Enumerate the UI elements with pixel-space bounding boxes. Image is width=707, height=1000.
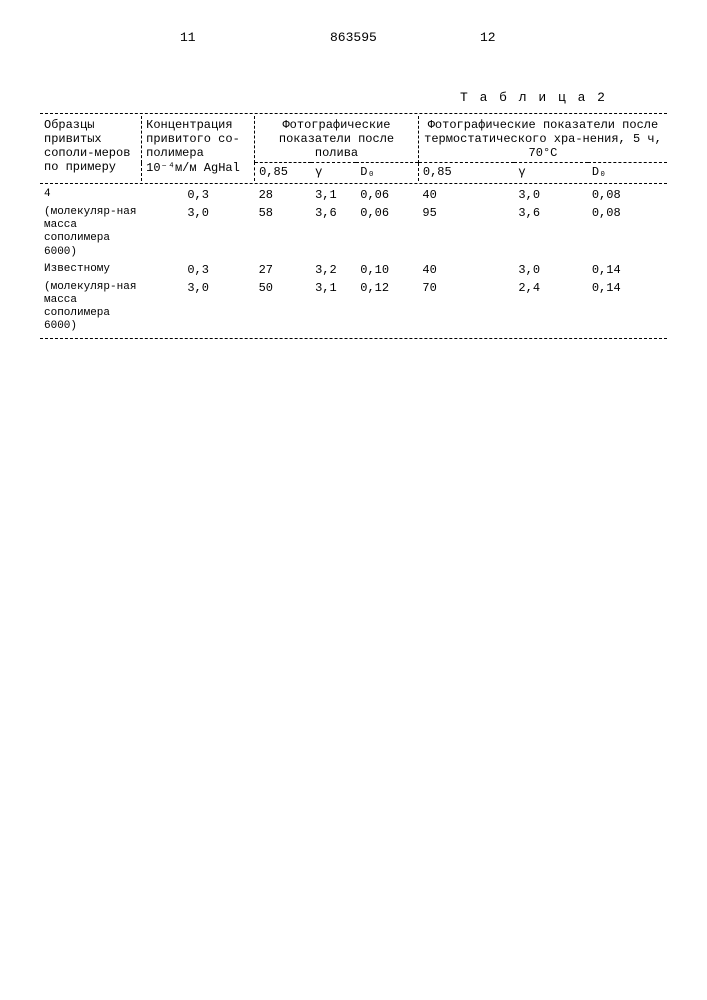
cell-conc: 3,0	[142, 204, 255, 261]
subcol-085-a: 0,85	[255, 163, 311, 182]
cell-b1: 70	[418, 279, 514, 336]
page-number-left: 11	[180, 30, 196, 45]
cell-b3: 0,08	[588, 186, 667, 204]
table-bottom-rule	[40, 338, 667, 339]
table-row: Известному 0,3 27 3,2 0,10 40 3,0 0,14	[40, 261, 667, 279]
cell-a1: 50	[255, 279, 311, 336]
page-container: 11 863595 12 Т а б л и ц а 2 Образцы при…	[0, 0, 707, 1000]
cell-label: 4	[40, 186, 142, 204]
cell-a1: 28	[255, 186, 311, 204]
cell-b2: 2,4	[514, 279, 587, 336]
table-header-row-1: Образцы привитых сополи-меров по примеру…	[40, 116, 667, 163]
table-top-rule	[40, 113, 667, 114]
page-number-right: 12	[480, 30, 496, 45]
subcol-085-b: 0,85	[418, 163, 514, 182]
cell-b1: 40	[418, 186, 514, 204]
table-row: 4 0,3 28 3,1 0,06 40 3,0 0,08	[40, 186, 667, 204]
cell-label: (молекуляр-ная масса сополимера 6000)	[40, 279, 142, 336]
cell-label: (молекуляр-ная масса сополимера 6000)	[40, 204, 142, 261]
cell-a2: 3,1	[311, 186, 356, 204]
cell-a3: 0,10	[356, 261, 418, 279]
subcol-d0-a: D₀	[356, 163, 418, 182]
cell-a1: 27	[255, 261, 311, 279]
table-row: (молекуляр-ная масса сополимера 6000) 3,…	[40, 279, 667, 336]
cell-b3: 0,14	[588, 279, 667, 336]
cell-a3: 0,06	[356, 204, 418, 261]
cell-conc: 0,3	[142, 186, 255, 204]
cell-b2: 3,0	[514, 186, 587, 204]
data-table: Образцы привитых сополи-меров по примеру…	[40, 116, 667, 336]
header-row: 11 863595 12	[40, 30, 667, 60]
cell-a2: 3,2	[311, 261, 356, 279]
cell-label: Известному	[40, 261, 142, 279]
subcol-gamma-b: γ	[514, 163, 587, 182]
subcol-gamma-a: γ	[311, 163, 356, 182]
cell-a3: 0,12	[356, 279, 418, 336]
cell-a3: 0,06	[356, 186, 418, 204]
document-number: 863595	[330, 30, 377, 45]
cell-a2: 3,6	[311, 204, 356, 261]
cell-conc: 0,3	[142, 261, 255, 279]
cell-b3: 0,14	[588, 261, 667, 279]
col-header-samples: Образцы привитых сополи-меров по примеру	[40, 116, 142, 181]
cell-b2: 3,0	[514, 261, 587, 279]
cell-b3: 0,08	[588, 204, 667, 261]
cell-b1: 95	[418, 204, 514, 261]
table-row: (молекуляр-ная масса сополимера 6000) 3,…	[40, 204, 667, 261]
table-caption: Т а б л и ц а 2	[40, 90, 607, 105]
subcol-d0-b: D₀	[588, 163, 667, 182]
cell-b2: 3,6	[514, 204, 587, 261]
cell-a1: 58	[255, 204, 311, 261]
col-header-concentration: Концентрация привитого со-полимера 10⁻⁴м…	[142, 116, 255, 181]
col-header-after-pour: Фотографические показатели после полива	[255, 116, 419, 163]
col-header-after-thermo: Фотографические показатели после термост…	[418, 116, 667, 163]
cell-b1: 40	[418, 261, 514, 279]
cell-conc: 3,0	[142, 279, 255, 336]
cell-a2: 3,1	[311, 279, 356, 336]
